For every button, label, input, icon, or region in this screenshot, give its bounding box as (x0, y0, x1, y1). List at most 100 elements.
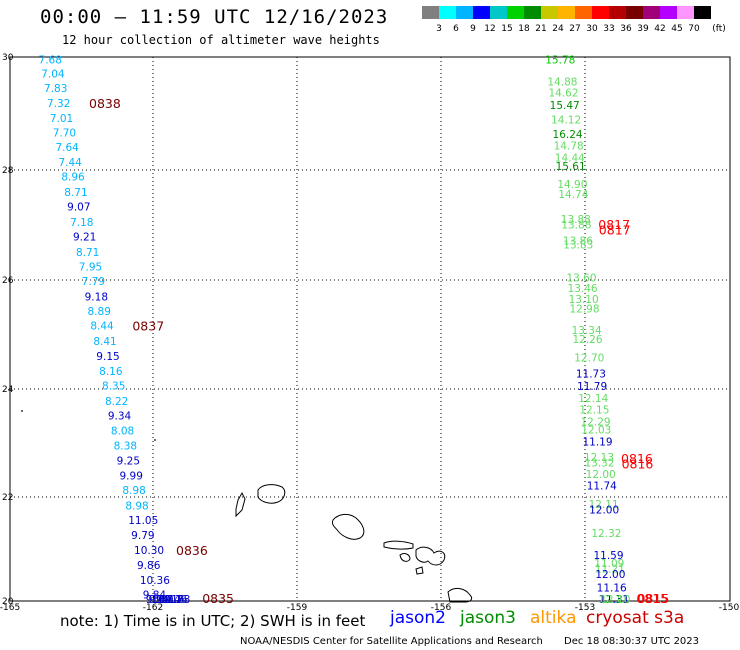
swh-value-label: 15.47 (550, 100, 580, 112)
swh-value-label: 15.61 (556, 161, 586, 173)
pass-time-label: 0815 (636, 591, 668, 606)
color-scale-label: 36 (620, 24, 632, 34)
swh-value-label: 13.86 (563, 235, 593, 247)
lat-tick-label: 28 (2, 166, 14, 176)
swh-value-label: 12.11 (598, 594, 628, 606)
lon-tick-label: -150 (719, 603, 740, 613)
swh-value-label: 9.34 (108, 410, 132, 422)
swh-value-label: 16.24 (553, 129, 583, 141)
swh-value-label: 9.99 (120, 470, 143, 482)
color-scale-label: 30 (586, 24, 598, 34)
swh-value-label: 12.11 (589, 499, 619, 511)
color-swatch (592, 6, 609, 19)
swh-value-label: 8.71 (76, 247, 99, 259)
color-scale-label: 70 (688, 24, 700, 34)
swh-value-label: 12.70 (574, 352, 604, 364)
track-west-labels: 7.687.04 7.83 7.32 7.01 7.70 7.64 7.44 8.96 8.71… (39, 55, 235, 606)
lat-tick-label: 30 (2, 53, 14, 63)
lon-tick-label: -165 (0, 603, 20, 613)
swh-value-label: 9.69 (149, 594, 172, 606)
legend-altika: altika (530, 608, 577, 628)
swh-value-label: 9.21 (73, 232, 96, 244)
swh-value-label: 10.78 (160, 594, 190, 606)
color-swatch (490, 6, 507, 19)
swh-value-label: 9.25 (117, 456, 140, 468)
swh-value-label: 8.16 (99, 366, 123, 378)
color-swatch (422, 6, 439, 19)
swh-value-label: 14.62 (548, 87, 578, 99)
swh-value-label: 11.05 (128, 515, 158, 527)
swh-value-label: 12.13 (584, 452, 614, 464)
swh-value-label: 7.79 (82, 276, 105, 288)
island-kahoolawe (415, 566, 424, 575)
swh-value-label: 13.32 (584, 457, 614, 469)
swh-value-label: 11.21 (595, 563, 625, 575)
swh-value-label: 12.14 (578, 393, 608, 405)
swh-value-label: 8.98 (122, 485, 145, 497)
swh-value-label: 9.94 (146, 594, 170, 606)
legend-jason3: jason3 (460, 608, 516, 628)
color-scale-label: 9 (470, 24, 476, 34)
color-swatch (609, 6, 626, 19)
swh-value-label: 11.19 (582, 437, 612, 449)
color-scale-label: 27 (569, 24, 580, 34)
color-swatch (507, 6, 524, 19)
swh-value-label: 7.44 (58, 157, 82, 169)
swh-value-label: 10.36 (140, 575, 170, 587)
island-oahu (332, 513, 365, 540)
color-scale-label: 3 (436, 24, 442, 34)
color-swatch (541, 6, 558, 19)
swh-value-label: 12.03 (581, 425, 611, 437)
lat-tick-label: 22 (2, 493, 13, 503)
swh-value-label: 11.16 (597, 582, 627, 594)
color-swatch (643, 6, 660, 19)
map-border (9, 56, 731, 602)
swh-value-label: 11.31 (599, 594, 629, 606)
swh-value-label: 12.26 (572, 334, 602, 346)
swh-value-label: 8.44 (90, 321, 114, 333)
color-scale-unit: (ft) (712, 24, 726, 34)
color-scale-label: 42 (654, 24, 665, 34)
swh-value-label: 13.88 (561, 220, 591, 232)
color-swatch (456, 6, 473, 19)
hawaii-islands (21, 410, 473, 603)
pass-time-label: 0816 (622, 456, 654, 471)
map-title: 00:00 – 11:59 UTC 12/16/2023 (40, 6, 389, 28)
swh-value-label: 12.98 (569, 303, 599, 315)
pass-time-label: 0815 (637, 591, 669, 606)
swh-value-label: 9.86 (137, 560, 161, 572)
credit-text: NOAA/NESDIS Center for Satellite Applica… (240, 636, 543, 647)
color-swatch (473, 6, 490, 19)
swh-value-label: 13.10 (569, 294, 599, 306)
swh-value-label: 11.73 (576, 369, 606, 381)
swh-value-label: 11.74 (587, 481, 617, 493)
swh-value-label: 8.35 (102, 381, 125, 393)
map-subtitle: 12 hour collection of altimeter wave hei… (62, 33, 380, 47)
color-scale-label: 15 (501, 24, 512, 34)
swh-value-label: 10.16 (154, 594, 184, 606)
swh-value-label: 7.95 (79, 261, 102, 273)
swh-value-label: 13.34 (572, 325, 602, 337)
swh-value-label: 15.78 (545, 55, 575, 67)
swh-value-label: 8.38 (114, 440, 137, 452)
swh-value-label: 8.96 (61, 172, 85, 184)
swh-value-label: 12.00 (595, 569, 625, 581)
lon-tick-label: -153 (575, 603, 595, 613)
swh-value-label: 8.71 (64, 187, 87, 199)
island-molokai (383, 540, 414, 550)
color-swatch (524, 6, 541, 19)
island-kauai (257, 484, 286, 504)
lon-tick-label: -156 (431, 603, 452, 613)
generated-timestamp: Dec 18 08:30:37 UTC 2023 (564, 636, 700, 647)
pass-time-label: 0838 (89, 96, 121, 111)
swh-value-label: 7.68 (39, 55, 62, 67)
swh-value-label: 14.88 (547, 76, 577, 88)
swh-value-label: 7.70 (53, 128, 76, 140)
color-scale-label: 18 (518, 24, 530, 34)
swh-value-label: 7.18 (70, 217, 93, 229)
color-swatch (626, 6, 643, 19)
swh-value-label: 7.64 (55, 142, 79, 154)
swh-value-label: 12.29 (581, 416, 611, 428)
